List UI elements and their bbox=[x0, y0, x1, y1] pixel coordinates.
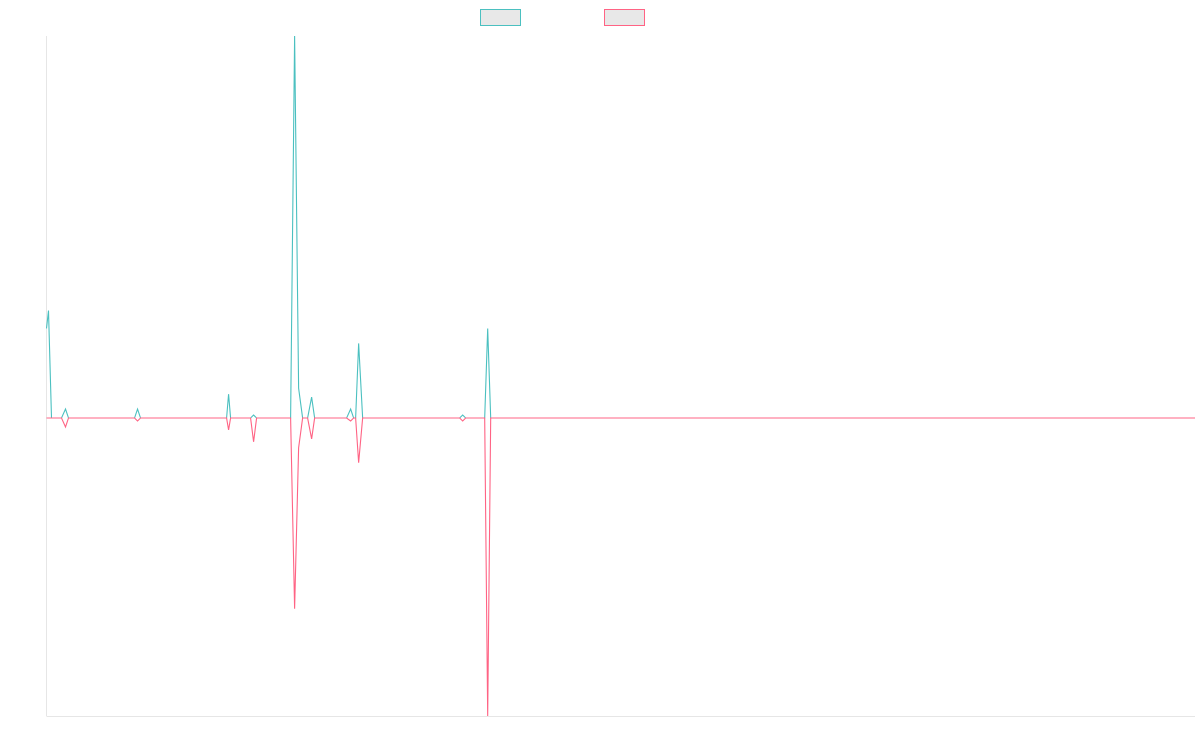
series-line-2 bbox=[46, 417, 1195, 717]
series-layer bbox=[45, 35, 1195, 717]
legend bbox=[480, 9, 645, 26]
legend-swatch-1[interactable] bbox=[480, 9, 521, 26]
series-line-1 bbox=[45, 35, 1195, 419]
legend-swatch-2[interactable] bbox=[604, 9, 645, 26]
